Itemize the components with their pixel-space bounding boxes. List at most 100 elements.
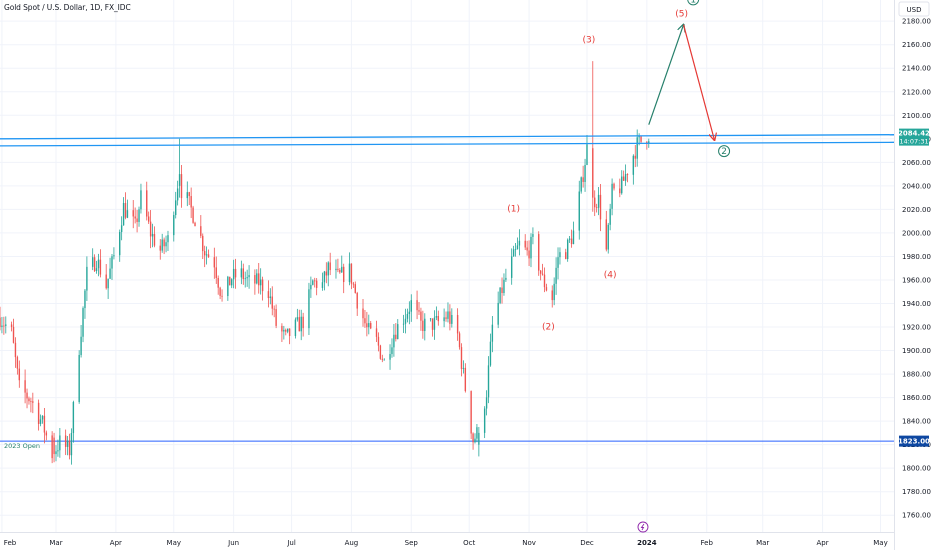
time-tick-label: Nov [522, 539, 536, 547]
candle-body [287, 328, 289, 332]
candle-body [526, 247, 528, 251]
candle-body [566, 239, 569, 259]
candle-body [124, 203, 127, 218]
price-tick-label: 1900.00 [902, 347, 931, 355]
candle-body [111, 256, 113, 269]
candle-body [5, 324, 7, 326]
price-tick-label: 2140.00 [902, 65, 931, 73]
candle-body [66, 440, 69, 447]
candle-body [246, 277, 248, 279]
price-tick-label: 2100.00 [902, 112, 931, 120]
candlestick-series [0, 61, 650, 465]
candle-body [586, 144, 588, 165]
candle-body [149, 221, 152, 237]
candle-body [178, 174, 181, 186]
candle-body [207, 254, 210, 258]
candle-body [487, 365, 490, 398]
candle-body [422, 320, 424, 332]
candle-body [176, 188, 179, 201]
candle-body [0, 317, 1, 328]
wave-labels: (1) (2) (3) (4) (5)1 2 [507, 0, 731, 332]
candle-body [159, 245, 161, 251]
candle-body [82, 308, 84, 337]
candle-body [24, 380, 26, 393]
candle-body [648, 141, 650, 144]
currency-button[interactable] [898, 1, 930, 17]
price-tick-label: 2060.00 [902, 159, 931, 167]
candle-body [632, 155, 635, 175]
candle-body [45, 432, 48, 436]
candle-body [397, 324, 399, 340]
wave-label: (1) [507, 205, 520, 215]
candle-body [584, 164, 586, 182]
candle-body [464, 367, 467, 392]
candle-body [39, 419, 42, 424]
candle-body [514, 249, 517, 250]
candle-body [232, 268, 235, 280]
candle-body [406, 313, 409, 319]
candle-body [420, 311, 422, 321]
time-tick-label: Apr [110, 539, 122, 547]
candle-body [621, 176, 623, 194]
time-tick-label: Dec [580, 539, 594, 547]
candle-body [138, 209, 140, 222]
candle-body [395, 334, 397, 340]
open-price-badge [899, 435, 929, 447]
candle-body [337, 268, 339, 270]
grid-lines [0, 0, 894, 532]
candle-body [404, 318, 407, 324]
candle-body [84, 290, 86, 309]
candle-body [578, 191, 580, 231]
candle-body [41, 415, 44, 420]
candle-body [227, 276, 229, 297]
candle-body [180, 174, 183, 199]
candle-body [258, 273, 260, 286]
candle-body [460, 347, 463, 369]
candle-body [636, 137, 638, 159]
trend-lines [0, 134, 895, 147]
lightning-icon [637, 521, 649, 533]
candle-body [368, 323, 370, 328]
candle-body [310, 284, 312, 290]
candle-body [613, 183, 615, 189]
candle-body [505, 277, 507, 280]
price-tick-label: 1960.00 [902, 276, 931, 284]
candle-body [622, 176, 625, 181]
candle-body [259, 279, 262, 286]
price-tick-label: 1800.00 [902, 465, 931, 473]
candle-body [512, 249, 515, 257]
lightning-icon-path [640, 523, 645, 531]
time-tick-label: Jul [286, 539, 296, 547]
candle-body [568, 238, 571, 240]
bar-countdown: 14:07:31 [899, 138, 928, 146]
candle-body [231, 279, 233, 286]
candle-body [269, 296, 272, 299]
candle-body [188, 192, 190, 197]
candle-body [147, 216, 150, 222]
candle-body [582, 177, 584, 182]
candle-body [72, 402, 75, 434]
candle-body [418, 310, 420, 312]
candle-body [443, 317, 445, 322]
candle-body [553, 283, 555, 301]
candle-body [200, 226, 202, 236]
wave-label: (5) [675, 9, 688, 19]
price-tick-label: 2000.00 [902, 229, 931, 237]
candle-body [624, 174, 627, 181]
candle-body [298, 317, 300, 332]
price-tick-label: 1840.00 [902, 418, 931, 426]
candle-body [10, 324, 13, 327]
candle-body [381, 358, 384, 360]
candle-body [99, 259, 102, 275]
candle-body [551, 290, 553, 301]
candle-body [599, 194, 602, 220]
candle-body [37, 402, 40, 424]
candle-body [605, 219, 607, 250]
price-tick-label: 1980.00 [902, 253, 931, 261]
candle-body [217, 277, 219, 288]
open-price-value: 1823.00 [898, 438, 930, 446]
candle-body [215, 267, 217, 278]
candle-body [491, 324, 494, 342]
candle-body [572, 230, 575, 245]
